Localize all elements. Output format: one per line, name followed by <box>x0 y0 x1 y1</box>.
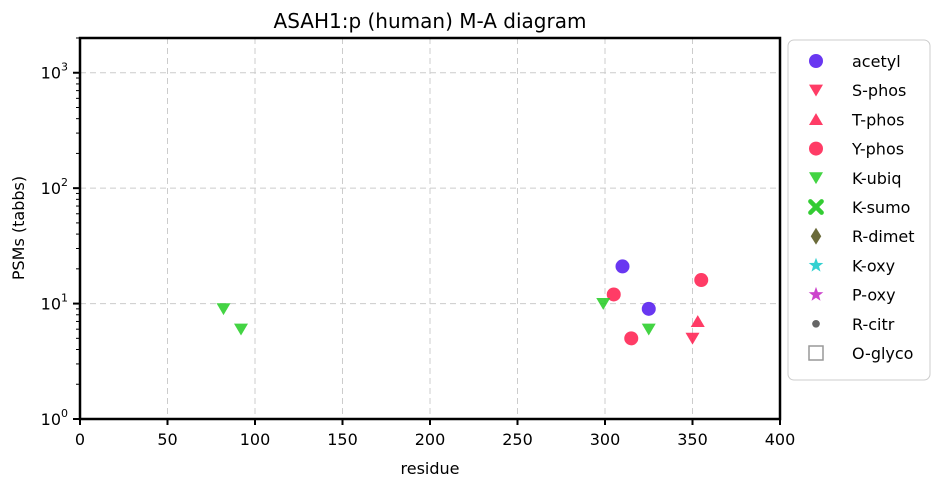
x-tick-label: 300 <box>590 430 621 449</box>
legend-marker-r-dimet <box>810 227 822 245</box>
x-tick-label: 100 <box>240 430 271 449</box>
legend-marker-k-sumo <box>808 199 824 215</box>
legend-label-k-ubiq: K-ubiq <box>852 169 901 188</box>
legend-marker-k-ubiq <box>809 172 823 185</box>
x-tick-label: 50 <box>157 430 177 449</box>
y-tick-label: 102 <box>41 176 68 198</box>
legend-label-s-phos: S-phos <box>852 81 906 100</box>
legend-marker-acetyl <box>809 54 823 68</box>
legend-label-r-dimet: R-dimet <box>852 227 915 246</box>
legend-marker-o-glyco <box>808 345 824 361</box>
point-k-ubiq <box>641 323 656 336</box>
point-k-ubiq <box>234 323 248 336</box>
legend: acetyl S-phos T-phos Y-phos K-ubiq K-sumo R-di… <box>787 39 931 381</box>
point-y-phos <box>606 287 621 302</box>
legend-label-k-sumo: K-sumo <box>852 198 910 217</box>
legend-label-acetyl: acetyl <box>852 52 901 71</box>
point-k-ubiq <box>216 303 231 316</box>
point-acetyl <box>615 259 630 274</box>
y-axis: 100 101 102 103 <box>41 37 80 429</box>
y-axis-label: PSMs (tabbs) <box>9 176 28 280</box>
legend-label-k-oxy: K-oxy <box>852 256 895 275</box>
x-axis-label: residue <box>401 459 460 478</box>
x-tick-label: 0 <box>75 430 85 449</box>
legend-marker-y-phos <box>809 141 823 156</box>
point-y-phos <box>694 273 709 288</box>
legend-marker-p-oxy <box>808 286 824 301</box>
legend-marker-s-phos <box>809 84 823 97</box>
legend-label-p-oxy: P-oxy <box>852 286 896 305</box>
chart-title: ASAH1:p (human) M-A diagram <box>274 9 587 33</box>
legend-label-o-glyco: O-glyco <box>852 344 913 363</box>
point-k-ubiq <box>596 297 611 310</box>
point-y-phos <box>624 331 639 346</box>
x-axis: 0 50 100 150 200 250 300 350 400 <box>75 419 795 449</box>
x-tick-label: 400 <box>765 430 796 449</box>
point-s-phos <box>685 332 700 345</box>
point-acetyl <box>641 301 656 316</box>
legend-label-y-phos: Y-phos <box>851 140 904 159</box>
grid <box>79 38 781 420</box>
x-marker-stroke <box>808 199 824 215</box>
point-t-phos <box>690 315 705 328</box>
legend-label-r-citr: R-citr <box>852 315 895 334</box>
legend-marker-t-phos <box>809 113 823 125</box>
y-tick-label: 103 <box>41 61 68 83</box>
y-tick-label: 100 <box>41 407 68 429</box>
x-tick-label: 250 <box>502 430 533 449</box>
legend-marker-r-citr <box>812 319 820 328</box>
legend-label-t-phos: T-phos <box>851 110 905 129</box>
x-tick-label: 200 <box>415 430 446 449</box>
x-tick-label: 150 <box>327 430 358 449</box>
data-points <box>216 259 709 346</box>
legend-box <box>787 39 931 381</box>
y-tick-label: 101 <box>41 292 68 314</box>
x-tick-label: 350 <box>677 430 708 449</box>
legend-marker-k-oxy <box>808 257 824 272</box>
